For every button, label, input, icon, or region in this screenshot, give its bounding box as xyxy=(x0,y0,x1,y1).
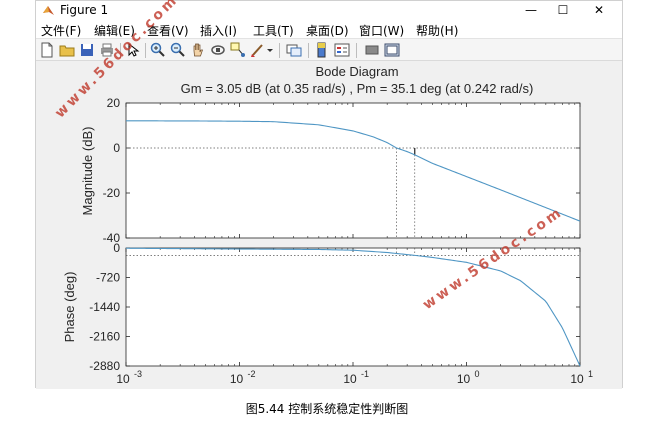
save-icon[interactable] xyxy=(79,42,95,58)
menu-edit[interactable]: 编辑(E) xyxy=(94,24,135,38)
phase-tick-label: -1440 xyxy=(89,300,120,314)
magnitude-curve[interactable] xyxy=(126,120,581,222)
new-figure-icon[interactable] xyxy=(39,42,55,58)
x-tick-exponent: 0 xyxy=(475,369,480,379)
phase-axis-label: Phase (deg) xyxy=(62,272,77,343)
chart-subtitle: Gm = 3.05 dB (at 0.35 rad/s) , Pm = 35.1… xyxy=(181,81,534,96)
legend-icon[interactable] xyxy=(334,42,350,58)
x-tick-label: 10 xyxy=(116,372,130,386)
x-tick-exponent: -1 xyxy=(361,369,369,379)
figure-caption: 图5.44 控制系统稳定性判断图 xyxy=(245,402,409,416)
zoom-out-icon[interactable] xyxy=(170,42,186,58)
phase-ticks: 0 -720 -1440 -2160 -2880 xyxy=(89,241,580,373)
phase-tick-label: -2880 xyxy=(89,359,120,373)
matlab-logo-icon xyxy=(43,6,54,15)
figure-window: Figure 1 — ☐ ✕ 文件(F) 编辑(E) 查看(V) 插入(I) 工… xyxy=(35,0,623,389)
x-tick-label: 10 xyxy=(570,372,584,386)
link-plot-icon[interactable] xyxy=(286,42,302,58)
x-tick-label: 10 xyxy=(457,372,471,386)
colorbar-icon[interactable] xyxy=(314,42,330,58)
x-tick-exponent: -2 xyxy=(248,369,256,379)
window-title: Figure 1 xyxy=(60,3,109,17)
menu-bar: 文件(F) 编辑(E) 查看(V) 插入(I) 工具(T) 桌面(D) 窗口(W… xyxy=(36,20,622,38)
close-button[interactable]: ✕ xyxy=(593,3,605,17)
toolbar-separator xyxy=(120,43,121,58)
magnitude-tick-label: -40 xyxy=(103,231,121,245)
magnitude-axis-label: Magnitude (dB) xyxy=(80,127,95,216)
magnitude-tick-label: 0 xyxy=(113,141,120,155)
chart-title: Bode Diagram xyxy=(315,64,398,79)
phase-axes[interactable] xyxy=(125,247,581,367)
show-plot-tools-icon[interactable] xyxy=(384,42,400,58)
menu-file[interactable]: 文件(F) xyxy=(41,24,82,38)
menu-help[interactable]: 帮助(H) xyxy=(416,24,459,38)
menu-insert[interactable]: 插入(I) xyxy=(200,24,237,38)
maximize-button[interactable]: ☐ xyxy=(557,3,569,17)
toolbar-separator xyxy=(308,43,309,58)
stability-margin-markers xyxy=(396,148,416,256)
toolbar-separator xyxy=(279,43,280,58)
hide-plot-tools-icon[interactable] xyxy=(364,42,380,58)
phase-tick-label: 0 xyxy=(113,241,120,255)
menu-tools[interactable]: 工具(T) xyxy=(253,24,294,38)
x-axis-ticks: 10 -3 10 -2 10 -1 10 0 10 1 xyxy=(116,103,593,386)
pan-icon[interactable] xyxy=(190,42,206,58)
magnitude-ticks: 20 0 -20 -40 xyxy=(103,96,580,245)
toolbar xyxy=(36,38,622,61)
menu-desktop[interactable]: 桌面(D) xyxy=(306,24,349,38)
title-bar: Figure 1 — ☐ ✕ xyxy=(36,1,622,20)
zoom-in-icon[interactable] xyxy=(150,42,166,58)
brush-dropdown-icon[interactable] xyxy=(266,42,274,58)
toolbar-separator xyxy=(356,43,357,58)
x-tick-label: 10 xyxy=(343,372,357,386)
magnitude-tick-label: 20 xyxy=(107,96,121,110)
menu-view[interactable]: 查看(V) xyxy=(147,24,189,38)
open-file-icon[interactable] xyxy=(59,42,75,58)
phase-tick-label: -2160 xyxy=(89,330,120,344)
minimize-button[interactable]: — xyxy=(525,3,537,17)
bode-chart: Bode Diagram Gm = 3.05 dB (at 0.35 rad/s… xyxy=(62,64,593,386)
x-tick-exponent: 1 xyxy=(588,369,593,379)
magnitude-tick-label: -20 xyxy=(103,186,121,200)
x-tick-label: 10 xyxy=(230,372,244,386)
print-icon[interactable] xyxy=(99,42,115,58)
pointer-icon[interactable] xyxy=(125,42,141,58)
brush-icon[interactable] xyxy=(250,42,266,58)
data-cursor-icon[interactable] xyxy=(230,42,246,58)
plot-area: Bode Diagram Gm = 3.05 dB (at 0.35 rad/s… xyxy=(36,61,622,389)
magnitude-axes[interactable] xyxy=(125,102,581,239)
phase-tick-label: -720 xyxy=(96,271,120,285)
rotate-3d-icon[interactable] xyxy=(210,42,226,58)
phase-curve[interactable] xyxy=(125,247,581,367)
toolbar-separator xyxy=(145,43,146,58)
menu-window[interactable]: 窗口(W) xyxy=(359,24,405,38)
x-tick-exponent: -3 xyxy=(134,369,142,379)
